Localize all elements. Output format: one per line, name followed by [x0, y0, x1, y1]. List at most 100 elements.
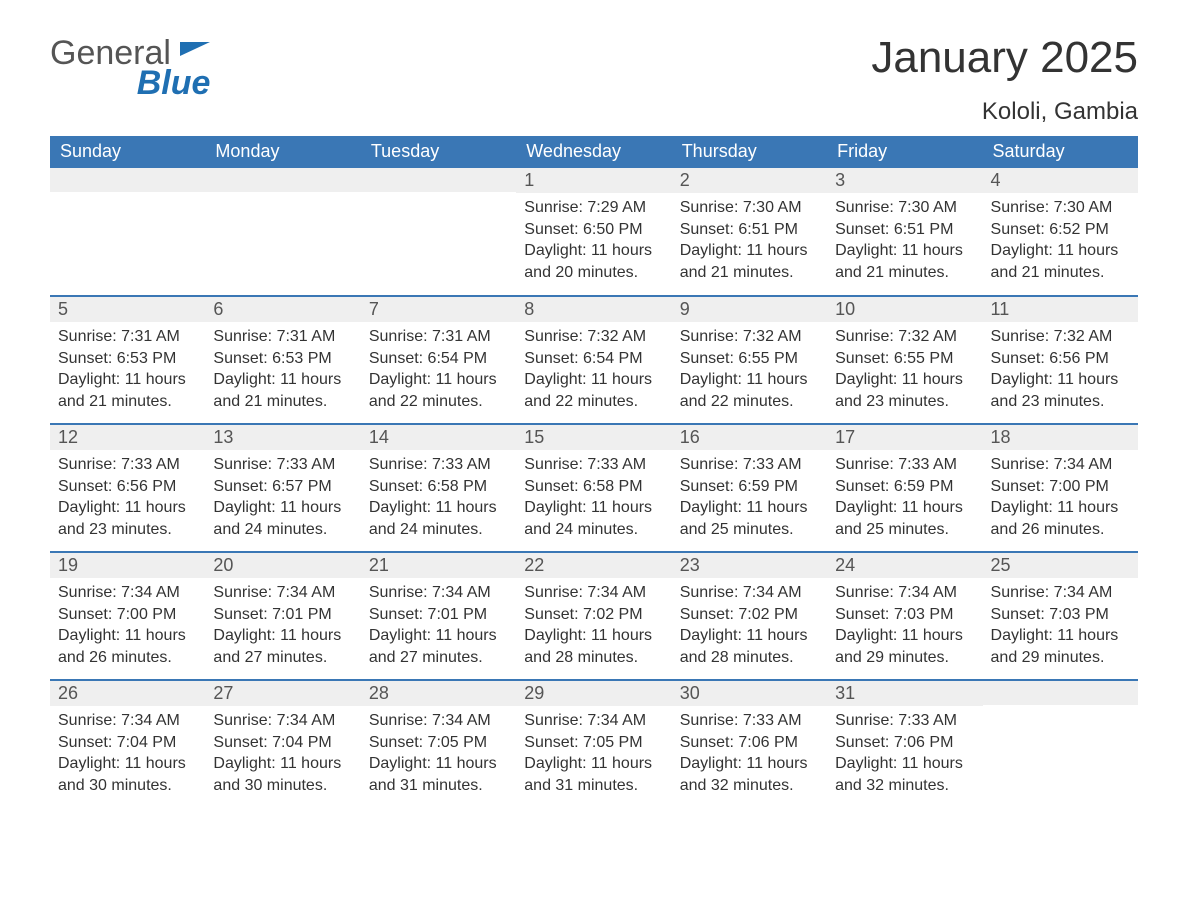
sunrise-text: Sunrise: 7:33 AM: [369, 454, 508, 476]
daylight-text: Daylight: 11 hours and 21 minutes.: [835, 240, 974, 283]
sunset-text: Sunset: 6:53 PM: [58, 348, 197, 370]
daylight-text: Daylight: 11 hours and 22 minutes.: [369, 369, 508, 412]
calendar-day-cell: 31Sunrise: 7:33 AMSunset: 7:06 PMDayligh…: [827, 680, 982, 808]
sunset-text: Sunset: 6:51 PM: [835, 219, 974, 241]
day-number: 10: [827, 297, 982, 322]
day-details: Sunrise: 7:33 AMSunset: 6:57 PMDaylight:…: [205, 450, 360, 548]
daylight-text: Daylight: 11 hours and 24 minutes.: [213, 497, 352, 540]
daylight-text: Daylight: 11 hours and 26 minutes.: [991, 497, 1130, 540]
day-number: 2: [672, 168, 827, 193]
calendar-day-cell: 10Sunrise: 7:32 AMSunset: 6:55 PMDayligh…: [827, 296, 982, 424]
day-details: Sunrise: 7:34 AMSunset: 7:02 PMDaylight:…: [516, 578, 671, 676]
sunset-text: Sunset: 6:50 PM: [524, 219, 663, 241]
daylight-text: Daylight: 11 hours and 23 minutes.: [58, 497, 197, 540]
day-details: Sunrise: 7:33 AMSunset: 6:56 PMDaylight:…: [50, 450, 205, 548]
daylight-text: Daylight: 11 hours and 21 minutes.: [991, 240, 1130, 283]
sunrise-text: Sunrise: 7:33 AM: [835, 454, 974, 476]
daylight-text: Daylight: 11 hours and 31 minutes.: [369, 753, 508, 796]
sunset-text: Sunset: 6:52 PM: [991, 219, 1130, 241]
sunrise-text: Sunrise: 7:30 AM: [991, 197, 1130, 219]
sunrise-text: Sunrise: 7:32 AM: [524, 326, 663, 348]
sunset-text: Sunset: 7:02 PM: [680, 604, 819, 626]
daylight-text: Daylight: 11 hours and 20 minutes.: [524, 240, 663, 283]
calendar-day-cell: 12Sunrise: 7:33 AMSunset: 6:56 PMDayligh…: [50, 424, 205, 552]
calendar-day-cell: 20Sunrise: 7:34 AMSunset: 7:01 PMDayligh…: [205, 552, 360, 680]
day-number: 29: [516, 681, 671, 706]
sunset-text: Sunset: 6:54 PM: [524, 348, 663, 370]
day-number: [983, 681, 1138, 705]
sunset-text: Sunset: 6:57 PM: [213, 476, 352, 498]
sunrise-text: Sunrise: 7:30 AM: [835, 197, 974, 219]
sunrise-text: Sunrise: 7:32 AM: [991, 326, 1130, 348]
calendar-day-cell: 16Sunrise: 7:33 AMSunset: 6:59 PMDayligh…: [672, 424, 827, 552]
sunset-text: Sunset: 7:04 PM: [213, 732, 352, 754]
daylight-text: Daylight: 11 hours and 29 minutes.: [835, 625, 974, 668]
day-number: 11: [983, 297, 1138, 322]
sunset-text: Sunset: 6:58 PM: [369, 476, 508, 498]
brand-logo: General Blue: [50, 36, 210, 100]
weekday-header: Wednesday: [516, 136, 671, 168]
page-header: General Blue January 2025 Kololi, Gambia: [50, 36, 1138, 126]
location-label: Kololi, Gambia: [871, 98, 1138, 126]
sunset-text: Sunset: 7:01 PM: [213, 604, 352, 626]
daylight-text: Daylight: 11 hours and 25 minutes.: [835, 497, 974, 540]
daylight-text: Daylight: 11 hours and 26 minutes.: [58, 625, 197, 668]
calendar-day-cell: 6Sunrise: 7:31 AMSunset: 6:53 PMDaylight…: [205, 296, 360, 424]
day-number: [50, 168, 205, 192]
calendar-day-cell: 29Sunrise: 7:34 AMSunset: 7:05 PMDayligh…: [516, 680, 671, 808]
sunrise-text: Sunrise: 7:32 AM: [680, 326, 819, 348]
day-number: 6: [205, 297, 360, 322]
day-number: 31: [827, 681, 982, 706]
daylight-text: Daylight: 11 hours and 25 minutes.: [680, 497, 819, 540]
day-number: 23: [672, 553, 827, 578]
calendar-day-cell: 8Sunrise: 7:32 AMSunset: 6:54 PMDaylight…: [516, 296, 671, 424]
daylight-text: Daylight: 11 hours and 21 minutes.: [213, 369, 352, 412]
calendar-day-cell: 7Sunrise: 7:31 AMSunset: 6:54 PMDaylight…: [361, 296, 516, 424]
sunrise-text: Sunrise: 7:34 AM: [991, 454, 1130, 476]
sunrise-text: Sunrise: 7:32 AM: [835, 326, 974, 348]
calendar-week-row: 19Sunrise: 7:34 AMSunset: 7:00 PMDayligh…: [50, 552, 1138, 680]
day-details: Sunrise: 7:31 AMSunset: 6:54 PMDaylight:…: [361, 322, 516, 420]
sunrise-text: Sunrise: 7:33 AM: [58, 454, 197, 476]
sunrise-text: Sunrise: 7:34 AM: [58, 710, 197, 732]
sunrise-text: Sunrise: 7:34 AM: [524, 710, 663, 732]
calendar-day-cell: [983, 680, 1138, 808]
calendar-day-cell: 25Sunrise: 7:34 AMSunset: 7:03 PMDayligh…: [983, 552, 1138, 680]
day-details: Sunrise: 7:34 AMSunset: 7:00 PMDaylight:…: [983, 450, 1138, 548]
day-number: 22: [516, 553, 671, 578]
day-details: Sunrise: 7:34 AMSunset: 7:04 PMDaylight:…: [205, 706, 360, 804]
day-details: Sunrise: 7:32 AMSunset: 6:54 PMDaylight:…: [516, 322, 671, 420]
day-details: Sunrise: 7:29 AMSunset: 6:50 PMDaylight:…: [516, 193, 671, 291]
day-details: Sunrise: 7:34 AMSunset: 7:02 PMDaylight:…: [672, 578, 827, 676]
day-number: 24: [827, 553, 982, 578]
calendar-week-row: 26Sunrise: 7:34 AMSunset: 7:04 PMDayligh…: [50, 680, 1138, 808]
day-details: Sunrise: 7:34 AMSunset: 7:03 PMDaylight:…: [983, 578, 1138, 676]
day-details: Sunrise: 7:30 AMSunset: 6:52 PMDaylight:…: [983, 193, 1138, 291]
sunrise-text: Sunrise: 7:34 AM: [369, 710, 508, 732]
calendar-day-cell: 19Sunrise: 7:34 AMSunset: 7:00 PMDayligh…: [50, 552, 205, 680]
sunset-text: Sunset: 7:00 PM: [991, 476, 1130, 498]
day-number: 8: [516, 297, 671, 322]
sunrise-text: Sunrise: 7:34 AM: [369, 582, 508, 604]
calendar-day-cell: [50, 168, 205, 296]
daylight-text: Daylight: 11 hours and 27 minutes.: [213, 625, 352, 668]
weekday-header: Saturday: [983, 136, 1138, 168]
daylight-text: Daylight: 11 hours and 29 minutes.: [991, 625, 1130, 668]
calendar-week-row: 5Sunrise: 7:31 AMSunset: 6:53 PMDaylight…: [50, 296, 1138, 424]
day-details: Sunrise: 7:34 AMSunset: 7:05 PMDaylight:…: [516, 706, 671, 804]
day-number: 4: [983, 168, 1138, 193]
sunrise-text: Sunrise: 7:34 AM: [524, 582, 663, 604]
weekday-header-row: Sunday Monday Tuesday Wednesday Thursday…: [50, 136, 1138, 168]
day-number: 30: [672, 681, 827, 706]
day-details: Sunrise: 7:31 AMSunset: 6:53 PMDaylight:…: [205, 322, 360, 420]
daylight-text: Daylight: 11 hours and 21 minutes.: [680, 240, 819, 283]
sunset-text: Sunset: 6:58 PM: [524, 476, 663, 498]
day-details: Sunrise: 7:33 AMSunset: 7:06 PMDaylight:…: [672, 706, 827, 804]
calendar-day-cell: [361, 168, 516, 296]
sunrise-text: Sunrise: 7:30 AM: [680, 197, 819, 219]
day-details: Sunrise: 7:33 AMSunset: 6:58 PMDaylight:…: [516, 450, 671, 548]
calendar-day-cell: 30Sunrise: 7:33 AMSunset: 7:06 PMDayligh…: [672, 680, 827, 808]
day-number: 7: [361, 297, 516, 322]
sunset-text: Sunset: 6:54 PM: [369, 348, 508, 370]
daylight-text: Daylight: 11 hours and 30 minutes.: [213, 753, 352, 796]
